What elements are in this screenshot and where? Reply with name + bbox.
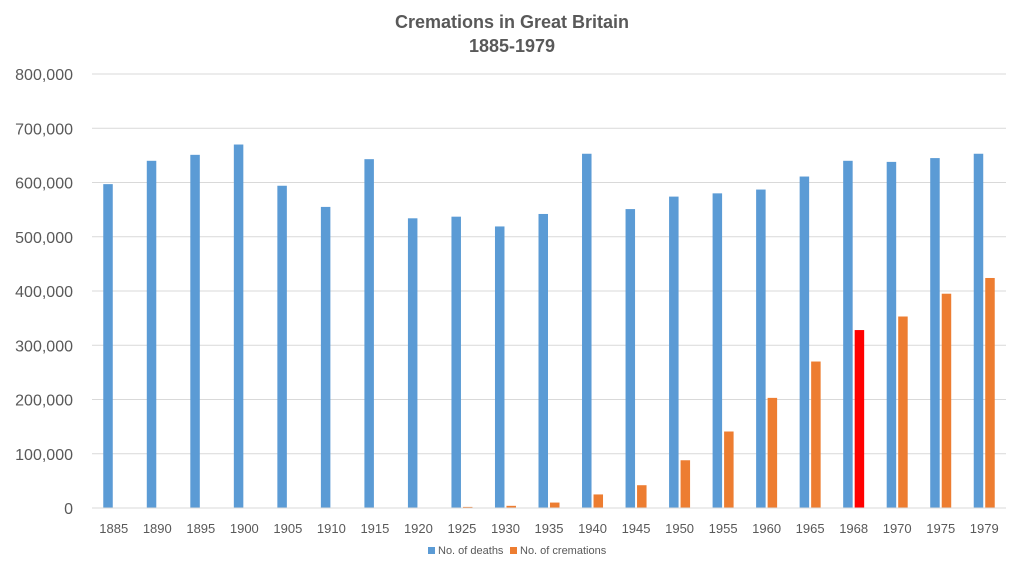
bar-cremations bbox=[767, 397, 778, 508]
bar-deaths bbox=[190, 154, 200, 508]
bar-cremations bbox=[811, 361, 821, 508]
bar-deaths bbox=[146, 160, 157, 509]
bar-deaths bbox=[538, 213, 548, 508]
bar-deaths bbox=[625, 209, 636, 508]
x-tick-label: 1900 bbox=[230, 521, 259, 536]
x-tick-label: 1975 bbox=[926, 521, 955, 536]
bar-cremations bbox=[898, 316, 908, 508]
x-tick-label: 1905 bbox=[273, 521, 302, 536]
x-tick-label: 1940 bbox=[578, 521, 607, 536]
x-tick-label: 1895 bbox=[186, 521, 215, 536]
bar-deaths bbox=[494, 226, 505, 508]
bar-cremations bbox=[941, 293, 952, 508]
y-tick-label: 800,000 bbox=[15, 67, 73, 84]
y-tick-label: 400,000 bbox=[15, 284, 73, 301]
x-tick-label: 1910 bbox=[317, 521, 346, 536]
bar-deaths bbox=[277, 185, 287, 508]
y-tick-label: 100,000 bbox=[15, 447, 73, 464]
bar-cremations bbox=[462, 506, 473, 508]
bar-cremations bbox=[637, 485, 647, 508]
bar-deaths bbox=[973, 153, 984, 508]
bar-deaths bbox=[712, 193, 723, 508]
bar-cremations bbox=[985, 277, 995, 508]
bar-cremations bbox=[506, 505, 516, 508]
y-tick-label: 500,000 bbox=[15, 230, 73, 247]
bar-deaths bbox=[320, 206, 331, 508]
x-tick-label: 1920 bbox=[404, 521, 433, 536]
chart-title-block: Cremations in Great Britain 1885-1979 bbox=[0, 10, 1024, 58]
bar-deaths bbox=[799, 176, 810, 508]
bar-cremations bbox=[724, 431, 734, 508]
legend-label-deaths: No. of deaths bbox=[438, 545, 504, 557]
x-tick-label: 1890 bbox=[143, 521, 172, 536]
x-tick-label: 1970 bbox=[883, 521, 912, 536]
bar-deaths bbox=[843, 160, 853, 509]
legend-swatch-deaths bbox=[428, 547, 435, 554]
x-tick-label: 1950 bbox=[665, 521, 694, 536]
bar-deaths bbox=[451, 216, 461, 509]
bar-cremations bbox=[680, 460, 691, 508]
bar-deaths bbox=[669, 196, 679, 509]
bar-deaths bbox=[103, 184, 113, 508]
x-tick-label: 1945 bbox=[622, 521, 651, 536]
bar-deaths bbox=[407, 218, 418, 508]
x-tick-label: 1915 bbox=[360, 521, 389, 536]
bar-cremations bbox=[550, 502, 560, 508]
x-tick-label: 1885 bbox=[99, 521, 128, 536]
y-tick-label: 0 bbox=[64, 501, 73, 518]
y-tick-label: 300,000 bbox=[15, 338, 73, 355]
y-tick-label: 700,000 bbox=[15, 121, 73, 138]
bar-deaths bbox=[233, 144, 244, 508]
legend-swatch-cremations bbox=[510, 547, 517, 554]
x-tick-label: 1979 bbox=[970, 521, 999, 536]
bar-deaths bbox=[364, 159, 374, 509]
x-tick-label: 1925 bbox=[447, 521, 476, 536]
y-tick-label: 600,000 bbox=[15, 176, 73, 193]
x-tick-label: 1960 bbox=[752, 521, 781, 536]
bar-cremations bbox=[593, 494, 604, 508]
bar-cremations bbox=[854, 330, 865, 508]
bar-deaths bbox=[756, 189, 766, 509]
x-tick-label: 1935 bbox=[535, 521, 564, 536]
bar-deaths bbox=[930, 158, 940, 508]
bar-deaths bbox=[886, 161, 897, 508]
x-tick-label: 1930 bbox=[491, 521, 520, 536]
y-tick-label: 200,000 bbox=[15, 393, 73, 410]
chart-title: Cremations in Great Britain bbox=[394, 12, 630, 32]
bar-deaths bbox=[582, 153, 592, 508]
legend-label-cremations: No. of cremations bbox=[520, 545, 607, 557]
x-tick-label: 1968 bbox=[839, 521, 868, 536]
x-tick-label: 1955 bbox=[709, 521, 738, 536]
chart-subtitle: 1885-1979 bbox=[468, 36, 556, 56]
x-tick-label: 1965 bbox=[796, 521, 825, 536]
